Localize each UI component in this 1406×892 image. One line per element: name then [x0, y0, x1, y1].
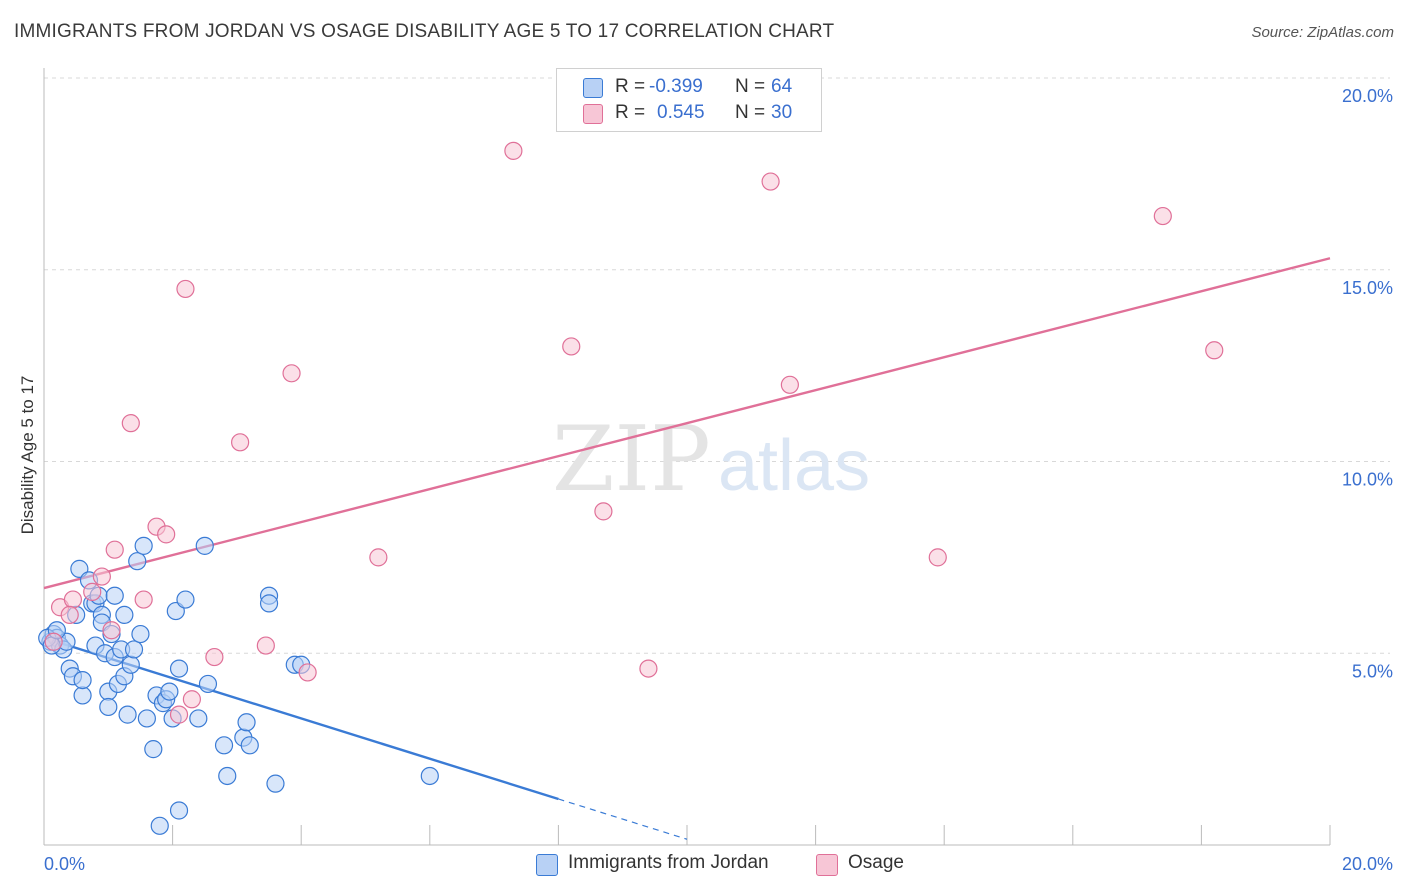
- osage-point: [780, 375, 799, 394]
- jordan-point: [134, 536, 153, 555]
- jordan-point: [240, 736, 259, 755]
- jordan-point: [198, 674, 218, 694]
- r-value: 0.545: [657, 102, 705, 123]
- jordan-point: [195, 536, 214, 555]
- osage-point: [369, 548, 388, 567]
- osage-legend-swatch: [816, 854, 838, 876]
- osage-legend-label: Osage: [848, 852, 904, 873]
- x-tick-label: 0.0%: [44, 854, 85, 874]
- n-label: N =: [735, 102, 766, 123]
- watermark: ZIP atlas: [552, 407, 870, 512]
- y-tick-label: 5.0%: [1352, 661, 1393, 681]
- n-value: 30: [771, 102, 793, 123]
- osage-point: [83, 582, 102, 601]
- jordan-point: [189, 709, 208, 728]
- jordan-point: [176, 590, 195, 609]
- y-tick-label: 10.0%: [1342, 470, 1393, 490]
- watermark-atlas: atlas: [718, 426, 870, 506]
- osage-point: [231, 433, 250, 452]
- jordan-point: [73, 686, 92, 705]
- osage-point: [205, 647, 224, 667]
- jordan-point: [259, 594, 279, 613]
- jordan-point: [99, 697, 118, 717]
- osage-trend-line: [43, 257, 1331, 590]
- jordan-point: [214, 736, 234, 755]
- jordan-point: [105, 586, 124, 605]
- tick-labels: 5.0% 10.0% 15.0% 20.0% 0.0% 20.0%: [44, 86, 1393, 874]
- jordan-point: [73, 670, 92, 690]
- jordan-point: [237, 713, 256, 732]
- osage-point: [157, 525, 176, 544]
- jordan-point: [128, 552, 147, 571]
- jordan-point: [150, 816, 169, 835]
- jordan-point: [115, 605, 134, 625]
- osage-point: [562, 337, 581, 356]
- osage-point: [92, 567, 111, 586]
- jordan-point: [169, 659, 189, 678]
- osage-point: [504, 141, 523, 160]
- stats-legend: R = -0.399 N = 64 R = 0.545 N = 30: [556, 68, 822, 132]
- data-points: [38, 141, 1224, 835]
- gridlines: [43, 68, 1390, 846]
- jordan-legend-label: Immigrants from Jordan: [568, 852, 769, 873]
- jordan-point: [266, 774, 285, 793]
- trend-lines: [43, 257, 1331, 840]
- osage-point: [1153, 206, 1172, 226]
- jordan-legend-swatch: [536, 854, 558, 876]
- source-label: Source: ZipAtlas.com: [1251, 24, 1394, 41]
- osage-point: [282, 364, 301, 383]
- jordan-point: [420, 766, 439, 786]
- osage-point: [63, 590, 83, 609]
- jordan-point: [137, 709, 156, 728]
- osage-point: [256, 636, 275, 655]
- osage-point: [134, 590, 153, 609]
- osage-point: [639, 659, 658, 678]
- n-value: 64: [771, 76, 793, 97]
- osage-point: [60, 605, 79, 625]
- jordan-point: [160, 682, 179, 701]
- osage-point: [44, 632, 63, 651]
- r-label: R =: [615, 102, 646, 123]
- jordan-point: [118, 705, 137, 724]
- legend-row-osage: R = 0.545 N = 30: [557, 101, 821, 127]
- legend-row-jordan: R = -0.399 N = 64: [557, 75, 821, 101]
- osage-point: [298, 663, 317, 682]
- osage-point: [761, 172, 780, 191]
- jordan-point: [131, 624, 150, 644]
- n-label: N =: [735, 76, 766, 97]
- jordan-point: [144, 740, 163, 759]
- osage-point: [182, 690, 201, 709]
- r-value: -0.399: [649, 76, 703, 97]
- jordan-point: [124, 640, 144, 659]
- jordan-swatch: [583, 78, 603, 98]
- osage-point: [1205, 341, 1224, 360]
- osage-point: [102, 621, 121, 640]
- osage-point: [105, 540, 124, 559]
- osage-point: [169, 705, 189, 724]
- y-tick-label: 20.0%: [1342, 86, 1393, 106]
- jordan-point: [218, 766, 237, 786]
- jordan-trend-extension: [558, 798, 688, 840]
- y-tick-label: 15.0%: [1342, 278, 1393, 298]
- osage-point: [121, 414, 140, 433]
- r-label: R =: [615, 76, 646, 97]
- x-tick-label: 20.0%: [1342, 854, 1393, 874]
- jordan-point: [121, 655, 140, 674]
- osage-point: [594, 502, 613, 521]
- osage-point: [928, 548, 947, 567]
- chart-title: IMMIGRANTS FROM JORDAN VS OSAGE DISABILI…: [14, 21, 835, 42]
- osage-point: [176, 279, 195, 299]
- osage-swatch: [583, 104, 603, 124]
- jordan-point: [169, 801, 189, 820]
